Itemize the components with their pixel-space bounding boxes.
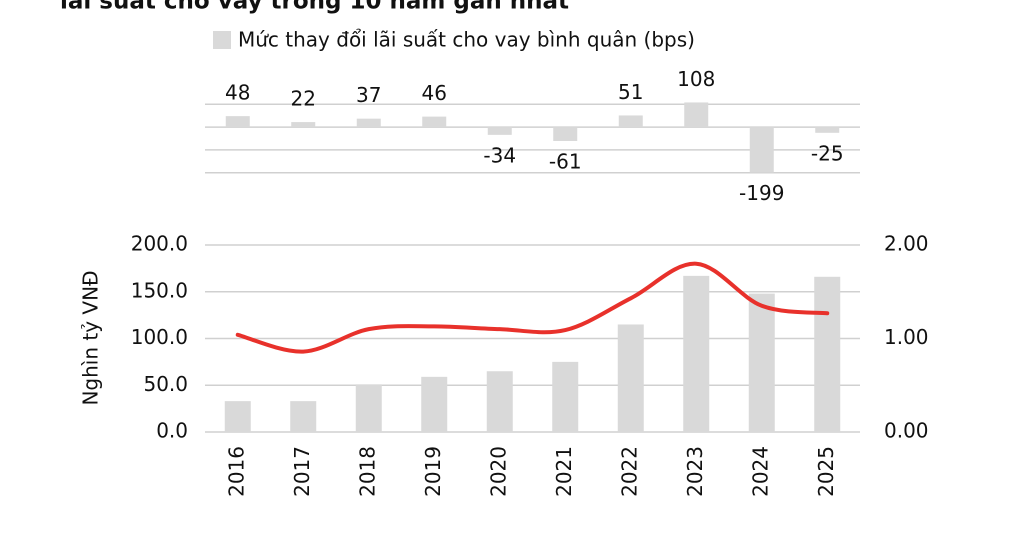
bar [422, 116, 447, 128]
y-tick-label: 200.0 [131, 232, 188, 256]
data-label: -199 [739, 181, 784, 205]
x-tick-label: 2018 [355, 446, 379, 497]
bar [748, 293, 775, 432]
bar [618, 115, 643, 128]
y2-tick-label: 1.00 [884, 325, 929, 349]
bar [224, 401, 251, 432]
data-label: -25 [811, 141, 844, 165]
x-tick-label: 2022 [617, 446, 641, 497]
x-tick-label: 2024 [748, 446, 772, 497]
data-label: 22 [291, 87, 316, 111]
legend-swatch [213, 31, 231, 49]
x-tick-label: 2021 [552, 446, 576, 497]
x-tick-label: 2019 [421, 446, 445, 497]
data-label: -61 [549, 150, 582, 174]
bar [486, 371, 513, 432]
bar [684, 102, 709, 128]
bar [356, 118, 381, 128]
data-label: 108 [677, 67, 715, 91]
x-tick-label: 2020 [486, 446, 510, 497]
data-label: 51 [618, 80, 643, 104]
bar [552, 361, 579, 432]
y-tick-label: 150.0 [131, 278, 188, 302]
bar [749, 127, 774, 173]
x-tick-label: 2017 [290, 446, 314, 497]
data-label: 46 [422, 81, 447, 105]
bar [290, 401, 317, 432]
x-tick-label: 2023 [683, 446, 707, 497]
bar [683, 275, 710, 432]
y2-tick-label: 2.00 [884, 232, 929, 256]
data-label: 37 [356, 83, 381, 107]
bar [225, 116, 250, 128]
x-tick-label: 2025 [814, 446, 838, 497]
bar [291, 122, 316, 128]
data-label: -34 [483, 143, 516, 167]
legend-label: Mức thay đổi lãi suất cho vay bình quân … [238, 28, 695, 52]
bar [815, 127, 840, 133]
y2-tick-label: 0.00 [884, 419, 929, 443]
bar [814, 276, 841, 432]
chart-title: lãi suất cho vay trong 10 năm gần nhất [60, 0, 569, 15]
y-tick-label: 0.0 [156, 419, 188, 443]
line [235, 261, 830, 354]
bar [487, 127, 512, 135]
y-tick-label: 50.0 [143, 372, 188, 396]
y-tick-label: 100.0 [131, 325, 188, 349]
bar [355, 384, 382, 432]
y-axis-title: Nghìn tỷ VNĐ [79, 270, 103, 405]
bar [617, 324, 644, 432]
x-tick-label: 2016 [224, 446, 248, 497]
bar [421, 376, 448, 432]
bar [553, 127, 578, 142]
data-label: 48 [225, 81, 250, 105]
